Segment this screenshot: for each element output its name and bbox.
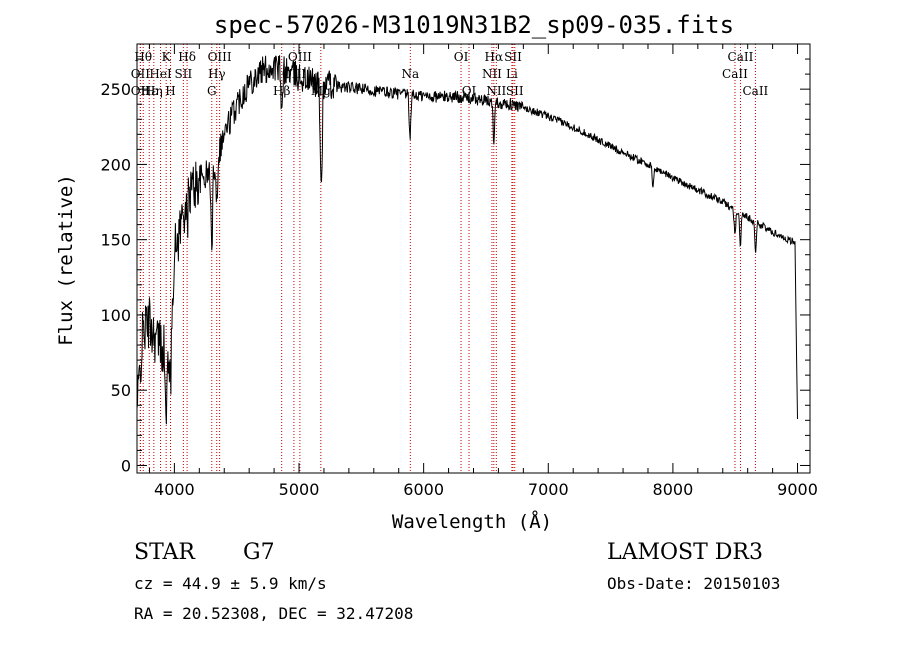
y-tick-label: 150	[100, 231, 131, 250]
line-marker-label: CaII	[742, 84, 768, 98]
x-tick-label: 8000	[653, 480, 694, 499]
object-subclass: G7	[243, 540, 275, 565]
x-tick-label: 9000	[777, 480, 818, 499]
line-marker-label: SII	[504, 50, 522, 64]
line-marker-label: NII	[482, 67, 502, 81]
line-marker-label: Hγ	[208, 67, 226, 81]
object-class: STAR	[134, 540, 196, 565]
line-marker-label: SII	[175, 67, 193, 81]
obs-date-text: Obs-Date: 20150103	[607, 574, 780, 593]
line-marker-label: K	[162, 50, 172, 64]
line-marker-label: H	[165, 84, 175, 98]
line-marker-label: Hη	[145, 84, 163, 98]
line-marker-label: Hθ	[134, 50, 152, 64]
x-tick-label: 6000	[403, 480, 444, 499]
x-tick-label: 5000	[279, 480, 320, 499]
line-marker-label: CaII	[722, 67, 748, 81]
line-marker-label: NII	[486, 84, 506, 98]
line-marker-label: OI	[454, 50, 469, 64]
line-marker-label: G	[207, 84, 217, 98]
line-marker-label: SII	[506, 84, 524, 98]
redshift-text: cz = 44.9 ± 5.9 km/s	[134, 574, 327, 593]
y-tick-label: 50	[111, 381, 131, 400]
line-marker-label: CaII	[728, 50, 754, 64]
y-axis-label: Flux (relative)	[55, 174, 77, 346]
line-marker-label: Hδ	[178, 50, 196, 64]
y-tick-label: 0	[121, 456, 131, 475]
line-marker-labels: HθOIIOIIHεHηHeIKHSIIHδGHγOIIIHβOIIIOIIIM…	[131, 50, 769, 98]
line-marker-label: OIII	[208, 50, 232, 64]
survey-name: LAMOST DR3	[607, 540, 763, 565]
line-markers	[139, 44, 756, 473]
line-marker-label: OII	[131, 84, 151, 98]
y-tick-label: 250	[100, 80, 131, 99]
chart-title: spec-57026-M31019N31B2_sp09-035.fits	[214, 11, 734, 39]
line-marker-label: Hα	[485, 50, 504, 64]
y-tick-label: 200	[100, 155, 131, 174]
x-axis-ticks: 4000 5000 6000 7000 8000 9000	[148, 44, 818, 499]
line-marker-label: Li	[506, 67, 518, 81]
line-marker-label: Hε	[141, 84, 158, 98]
line-marker-label: Na	[401, 67, 419, 81]
line-marker-label: Hβ	[273, 84, 290, 98]
line-marker-label: OIII	[288, 50, 312, 64]
plot-frame	[136, 43, 811, 474]
spectrum-line	[136, 55, 798, 425]
line-marker-label: HeI	[149, 67, 172, 81]
x-tick-label: 7000	[528, 480, 569, 499]
x-tick-label: 4000	[154, 480, 195, 499]
x-axis-label: Wavelength (Å)	[392, 510, 552, 533]
y-tick-label: 100	[100, 306, 131, 325]
coordinates-text: RA = 20.52308, DEC = 32.47208	[134, 604, 413, 623]
y-axis-ticks: 0 50 100 150 200 250	[100, 43, 810, 475]
